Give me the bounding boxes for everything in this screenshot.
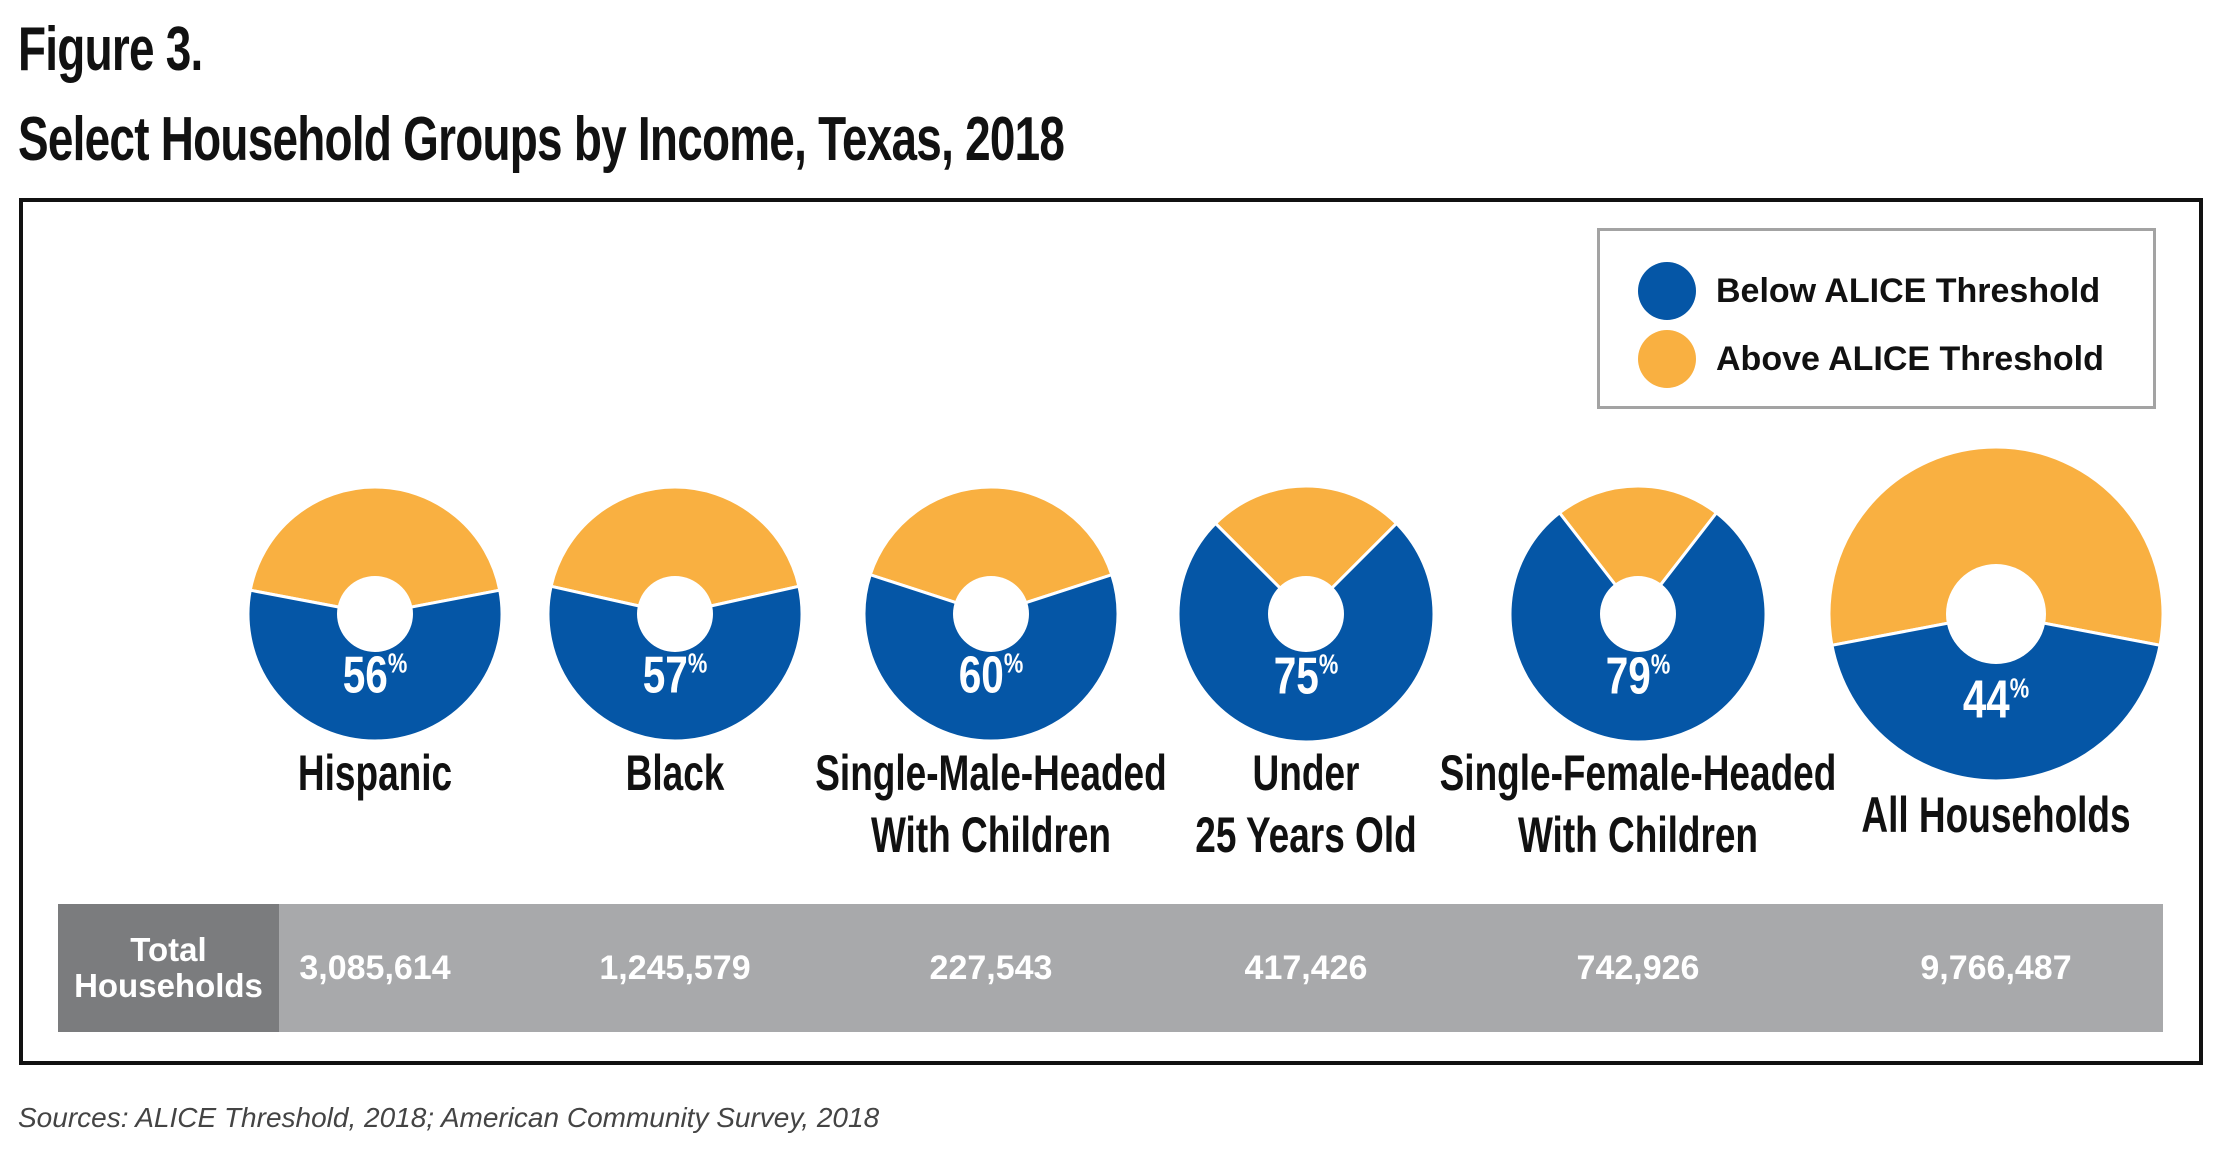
totals-cell: 9,766,487: [1920, 948, 2072, 987]
pie-hole: [637, 576, 713, 652]
legend-label-above: Above ALICE Threshold: [1716, 339, 2104, 378]
category-label: With Children: [871, 808, 1111, 864]
pie-group: 79% Single-Female-Headed With Children: [1440, 484, 1837, 864]
percent-value: 60: [959, 646, 1004, 704]
pie-hole: [953, 576, 1029, 652]
pie-group: 44% All Households: [1827, 445, 2165, 844]
category-label: 25 Years Old: [1195, 808, 1416, 864]
pie-group: 57% Black: [546, 485, 804, 802]
pie-hole: [1946, 564, 2046, 664]
totals-cell: 227,543: [929, 948, 1053, 987]
pie-slice-below: [862, 572, 1120, 743]
legend-item-below: Below ALICE Threshold: [1638, 261, 2100, 321]
percent-value: 75: [1274, 647, 1319, 705]
pie-group: 60% Single-Male-Headed With Children: [815, 485, 1167, 864]
pie-group: 56% Hispanic: [246, 485, 504, 802]
percent-sign: %: [388, 648, 407, 679]
legend-swatch-above: [1638, 330, 1696, 388]
chart-frame: [19, 198, 2203, 1065]
category-label: Hispanic: [298, 746, 452, 802]
pie-percent-label: 79%: [1606, 647, 1671, 705]
pie-percent-label: 57%: [643, 646, 708, 704]
pie-slice-above: [549, 485, 801, 616]
category-label: With Children: [1518, 808, 1758, 864]
pie-hole: [1268, 576, 1344, 652]
pie-percent-label: 44%: [1963, 670, 2029, 730]
totals-table: [58, 904, 2163, 1032]
percent-value: 56: [343, 646, 388, 704]
pie-slice-below: [246, 588, 504, 743]
category-label: Black: [626, 746, 725, 802]
category-label: All Households: [1861, 788, 2130, 844]
figure-label: Figure 3.: [18, 15, 203, 84]
totals-cell: 1,245,579: [599, 948, 751, 987]
totals-cell: 3,085,614: [299, 948, 451, 987]
chart-title: Select Household Groups by Income, Texas…: [18, 105, 1065, 174]
totals-cell: 742,926: [1576, 948, 1700, 987]
pie-percent-label: 56%: [343, 646, 408, 704]
pie-slice-above: [1827, 445, 2165, 648]
category-label: Under: [1253, 746, 1360, 802]
percent-value: 44: [1963, 670, 2010, 730]
pie-hole: [337, 576, 413, 652]
pie-percent-label: 75%: [1274, 647, 1339, 705]
pie-slice-below: [546, 584, 804, 743]
totals-header: Total Households: [58, 904, 279, 1032]
legend-swatch-below: [1638, 262, 1696, 320]
legend-item-above: Above ALICE Threshold: [1638, 329, 2104, 389]
category-label: Single-Female-Headed: [1440, 746, 1837, 802]
pie-percent-label: 60%: [959, 646, 1024, 704]
percent-value: 79: [1606, 647, 1651, 705]
pie-slice-above: [868, 485, 1114, 616]
pie-slice-above: [1557, 484, 1719, 617]
category-label: Single-Male-Headed: [815, 746, 1166, 802]
pie-slice-above: [248, 485, 502, 616]
source-note: Sources: ALICE Threshold, 2018; American…: [18, 1102, 880, 1133]
pie-hole: [1600, 576, 1676, 652]
percent-sign: %: [2010, 673, 2029, 704]
percent-sign: %: [688, 648, 707, 679]
totals-header-label: Total Households: [74, 931, 263, 1004]
pie-group: 75% Under 25 Years Old: [1176, 484, 1436, 864]
percent-sign: %: [1651, 649, 1670, 680]
totals-cell: 417,426: [1244, 948, 1368, 987]
legend-label-below: Below ALICE Threshold: [1716, 271, 2101, 310]
pie-slice-below: [1830, 612, 2162, 783]
percent-sign: %: [1004, 648, 1023, 679]
percent-value: 57: [643, 646, 688, 704]
percent-sign: %: [1319, 649, 1338, 680]
legend: Below ALICE Threshold Above ALICE Thresh…: [1597, 228, 2156, 409]
pie-slice-above: [1213, 484, 1399, 617]
